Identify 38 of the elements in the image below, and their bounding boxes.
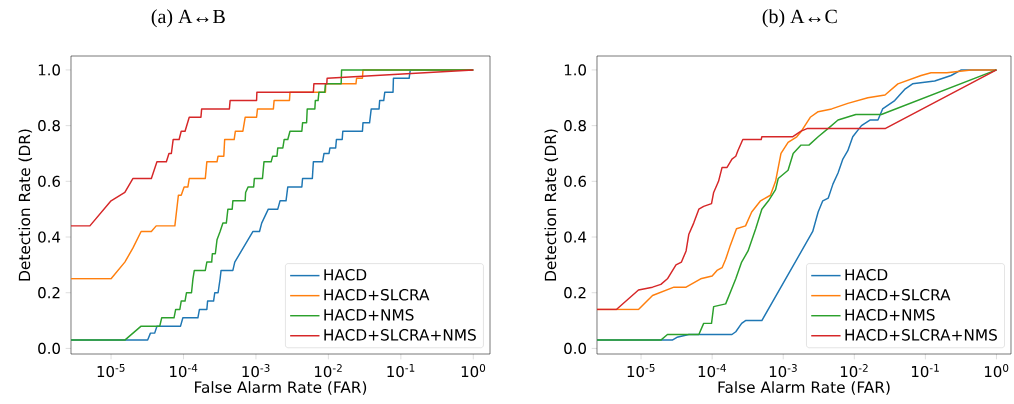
x-tick-label: 10$^{0}$ (461, 364, 486, 378)
x-tick-label: 10$^{-2}$ (314, 364, 342, 378)
x-tick-label: 10$^{-5}$ (627, 364, 655, 378)
x-tick-label: 10$^{-4}$ (698, 364, 726, 378)
legend-label: HACD (324, 268, 367, 281)
y-tick-label: 0.8 (564, 119, 586, 132)
x-tick-label: 10$^{-1}$ (387, 364, 415, 378)
x-tick-label: 10$^{-3}$ (769, 364, 797, 378)
chart-title: (a) A↔B (151, 9, 225, 28)
x-axis-title: False Alarm Rate (FAR) (195, 381, 367, 395)
legend-label: HACD+NMS (324, 309, 414, 321)
legend-label: HACD+SLCRA (324, 288, 430, 301)
y-tick-label: 1.0 (564, 64, 586, 76)
y-tick-label: 0.6 (564, 175, 587, 187)
x-tick-label: 10$^{-3}$ (242, 364, 270, 378)
x-tick-label: 10$^{-1}$ (911, 364, 939, 378)
x-tick-label: 10$^{-4}$ (170, 364, 198, 378)
y-tick-label: 0.8 (38, 119, 60, 132)
chart-title: (b) A↔C (762, 9, 837, 28)
y-tick-label: 0.0 (38, 342, 60, 355)
y-tick-label: 0.0 (564, 342, 586, 355)
x-tick-label: 10$^{-2}$ (840, 364, 868, 378)
y-tick-label: 0.4 (38, 231, 61, 243)
legend-label: HACD+SLCRA (845, 288, 951, 301)
x-tick-label: 10$^{-5}$ (97, 364, 125, 378)
y-axis-title: Detection Rate (DR) (18, 129, 33, 281)
legend-label: HACD+SLCRA+NMS (845, 329, 997, 341)
y-axis-title: Detection Rate (DR) (544, 129, 559, 281)
legend-label: HACD (845, 268, 888, 281)
legend-label: HACD+NMS (845, 309, 935, 321)
y-tick-label: 0.6 (38, 175, 60, 187)
y-tick-label: 0.2 (564, 287, 586, 299)
legend-label: HACD+SLCRA+NMS (324, 329, 476, 341)
x-tick-label: 10$^{0}$ (984, 364, 1009, 378)
y-tick-label: 1.0 (38, 64, 60, 76)
y-tick-label: 0.4 (564, 231, 587, 243)
y-tick-label: 0.2 (38, 287, 60, 299)
x-axis-title: False Alarm Rate (FAR) (718, 381, 890, 395)
